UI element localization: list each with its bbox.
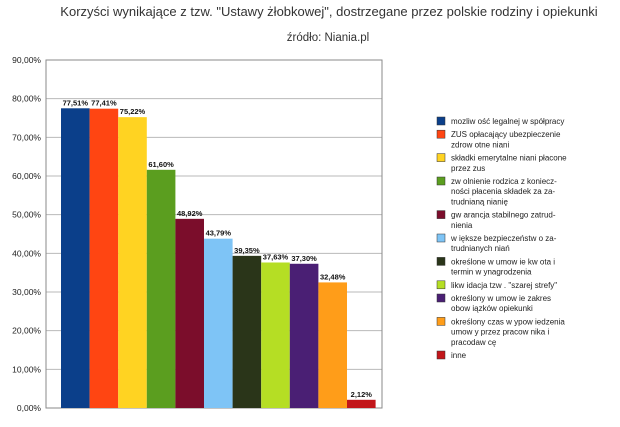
legend-label: określony w umow ie zakres xyxy=(451,294,551,303)
data-label: 75,22% xyxy=(120,107,146,116)
legend-label: nienia xyxy=(451,221,473,230)
legend-label: określony czas w ypow iedzenia xyxy=(451,317,565,326)
data-label: 61,60% xyxy=(148,160,174,169)
legend-label: określone w umow ie kw ota i xyxy=(451,257,555,266)
y-tick-label: 90,00% xyxy=(12,55,41,65)
bar xyxy=(146,169,176,408)
legend-swatch xyxy=(436,293,446,303)
y-tick-label: 10,00% xyxy=(12,364,41,374)
data-label: 37,63% xyxy=(263,252,289,261)
legend-swatch xyxy=(436,153,446,162)
legend-label: termin w ynagrodzenia xyxy=(451,268,532,277)
legend-label: przez zus xyxy=(451,164,485,173)
legend-label: ności płacenia składek za za- xyxy=(451,187,555,196)
y-tick-label: 40,00% xyxy=(12,248,41,258)
data-label: 48,92% xyxy=(177,209,203,218)
legend-swatch xyxy=(436,210,446,219)
data-label: 77,41% xyxy=(91,99,117,108)
legend-label: ZUS opłacający ubezpieczenie xyxy=(451,130,561,139)
legend-label: składki emerytalne niani płacone xyxy=(451,154,567,163)
data-label: 37,30% xyxy=(291,254,317,263)
legend: mozliw ość legalnej w spółpracy ZUS opłac… xyxy=(436,116,567,360)
bar xyxy=(61,108,90,408)
legend-swatch xyxy=(436,176,446,186)
data-label: 43,79% xyxy=(206,229,232,238)
data-label: 39,35% xyxy=(234,246,260,255)
bar xyxy=(175,218,204,408)
y-tick-label: 70,00% xyxy=(12,132,41,142)
legend-label: obow iązków opiekunki xyxy=(451,304,533,313)
legend-label: mozliw ość legalnej w spółpracy xyxy=(451,117,564,126)
bar xyxy=(289,263,319,408)
y-tick-label: 30,00% xyxy=(12,287,41,297)
plot-area: 0,00% 10,00% 20,00% 30,00% 40,00% 50,00% 60,00… xyxy=(12,55,383,413)
bar xyxy=(347,399,376,408)
data-label: 77,51% xyxy=(63,98,89,107)
legend-swatch xyxy=(436,116,446,126)
legend-label: trudnianych niań xyxy=(451,244,510,253)
legend-swatch xyxy=(436,350,446,360)
y-tick-label: 0,00% xyxy=(17,403,42,413)
bar xyxy=(204,238,233,408)
bar xyxy=(89,108,119,408)
legend-label: likw idacja tzw . "szarej strefy" xyxy=(451,281,557,290)
legend-label: umow y przez pracow nika i xyxy=(451,328,549,337)
y-tick-label: 20,00% xyxy=(12,326,41,336)
legend-label: zw olnienie rodzica z koniecz- xyxy=(451,177,557,186)
data-label: 2,12% xyxy=(351,390,373,399)
bar xyxy=(118,117,147,409)
y-tick-label: 50,00% xyxy=(12,210,41,220)
legend-label: inne xyxy=(451,351,467,360)
chart-title: Korzyści wynikające z tzw. "Ustawy żłobk… xyxy=(60,4,598,19)
legend-label: zdrow otne niani xyxy=(451,140,509,149)
legend-label: w iększe bezpieczeństw o za- xyxy=(450,234,557,243)
legend-swatch xyxy=(436,233,446,243)
chart-subtitle: źródło: Niania.pl xyxy=(287,32,369,44)
bar xyxy=(261,262,290,408)
legend-swatch xyxy=(436,257,446,266)
y-tick-label: 80,00% xyxy=(12,94,41,104)
legend-swatch xyxy=(436,280,446,290)
legend-swatch xyxy=(436,129,446,139)
legend-swatch xyxy=(436,317,446,326)
legend-label: trudnianą nianię xyxy=(451,197,508,206)
bar xyxy=(232,255,262,408)
bar xyxy=(318,282,347,408)
legend-label: pracodaw cę xyxy=(451,338,497,347)
y-tick-label: 60,00% xyxy=(12,171,41,181)
legend-label: gw arancja stabilnego zatrud- xyxy=(451,211,556,220)
data-label: 32,48% xyxy=(320,272,346,281)
